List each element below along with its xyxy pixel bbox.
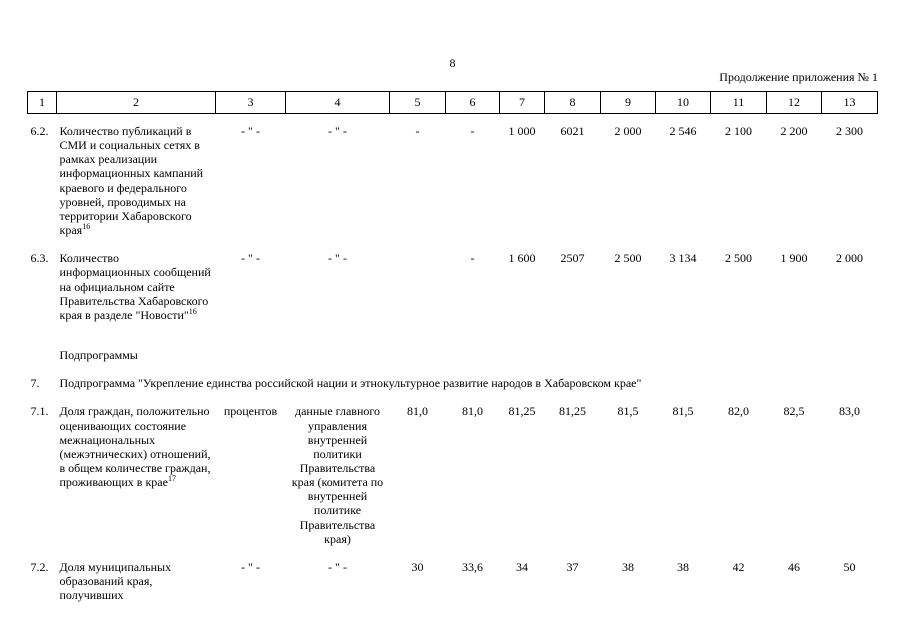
row-number-cell: 7. [30, 376, 40, 391]
subprograms-label: Подпрограммы [59, 348, 138, 363]
subprograms-section-row: Подпрограммы [28, 322, 878, 362]
column-header-10: 10 [655, 91, 711, 114]
subprogram-title-row: 7. Подпрограмма "Укрепление единства рос… [28, 362, 878, 390]
footnote-ref: 17 [167, 474, 176, 484]
value-cell: 2 000 [836, 251, 863, 266]
value-cell: 30 [411, 559, 424, 574]
value-cell: 83,0 [839, 404, 860, 419]
value-cell: 81,25 [508, 404, 536, 419]
table-header-row: 1 2 3 4 5 6 7 8 9 10 11 12 13 [27, 91, 878, 114]
column-header-12: 12 [766, 91, 822, 114]
row-number-cell: 6.2. [30, 124, 49, 138]
unit-cell: процентов [223, 404, 278, 419]
indicator-name-cell: Количество информационных сообщений на о… [57, 237, 216, 322]
column-header-3: 3 [215, 91, 286, 114]
value-cell: 1 900 [780, 251, 808, 266]
value-cell: 37 [566, 559, 579, 574]
unit-cell: - " - [241, 559, 260, 574]
value-cell: 50 [843, 559, 856, 574]
row-number-cell: 7.1. [30, 404, 49, 419]
value-cell: 38 [622, 559, 634, 574]
value-cell: 81,25 [559, 404, 586, 419]
column-header-11: 11 [710, 91, 767, 114]
value-cell: 34 [516, 559, 528, 574]
column-header-13: 13 [821, 91, 878, 114]
value-cell: 82,0 [728, 404, 749, 419]
column-header-1: 1 [27, 91, 57, 114]
value-cell: 42 [732, 559, 745, 574]
value-cell: 6021 [560, 124, 585, 138]
value-cell: 3 134 [669, 251, 697, 266]
value-cell: 1 000 [508, 124, 536, 138]
value-cell: 38 [677, 559, 689, 574]
empty-cell [28, 322, 57, 362]
column-header-7: 7 [499, 91, 545, 114]
value-cell: 2 546 [669, 124, 697, 138]
value-cell: 1 600 [508, 251, 536, 266]
value-cell: 2 500 [614, 251, 642, 266]
value-cell: 2507 [560, 251, 585, 266]
row-number-cell: 7.2. [30, 559, 49, 574]
column-header-5: 5 [389, 91, 446, 114]
page-number: 8 [449, 56, 456, 70]
value-cell: 46 [788, 559, 800, 574]
value-cell: 33,6 [462, 559, 483, 574]
value-cell: - [470, 124, 475, 138]
indicator-name-cell: Доля муниципальных образований края, пол… [57, 546, 216, 602]
appendix-continuation-label: Продолжение приложения № 1 [719, 70, 878, 84]
indicator-name-text: Количество информационных сообщений на о… [59, 251, 211, 322]
value-cell: 81,5 [672, 404, 694, 419]
indicators-table: 1 2 3 4 5 6 7 8 9 10 11 12 13 6.2. Колич… [27, 91, 878, 602]
source-cell: данные главного управления внутренней по… [291, 404, 384, 546]
source-cell: - " - [328, 251, 347, 266]
value-cell: 2 100 [725, 124, 752, 138]
value-cell: - [415, 124, 420, 138]
value-cell: 2 500 [725, 251, 752, 266]
column-header-8: 8 [544, 91, 601, 114]
table-row-6-3: 6.3. Количество информационных сообщений… [28, 237, 878, 322]
column-header-4: 4 [285, 91, 390, 114]
indicator-name-text: Доля муниципальных образований края, пол… [59, 559, 172, 603]
table-row-7-2: 7.2. Доля муниципальных образований края… [28, 546, 878, 602]
indicator-name-cell: Количество публикаций в СМИ и социальных… [57, 114, 216, 238]
row-number-cell: 6.3. [30, 251, 49, 266]
source-cell: - " - [328, 559, 347, 574]
value-cell: 81,5 [617, 404, 639, 419]
column-header-6: 6 [445, 91, 500, 114]
value-cell [390, 237, 446, 322]
value-cell: 2 200 [780, 124, 808, 138]
value-cell: 2 300 [836, 124, 863, 138]
footnote-ref: 16 [188, 306, 197, 316]
value-cell: 82,5 [783, 404, 805, 419]
indicator-name-text: Количество публикаций в СМИ и социальных… [59, 124, 204, 238]
indicator-name-text: Доля граждан, положительно оценивающих с… [59, 404, 211, 490]
table-row-6-2: 6.2. Количество публикаций в СМИ и социа… [28, 114, 878, 238]
unit-cell: - " - [241, 251, 260, 266]
value-cell: 81,0 [462, 404, 483, 419]
unit-cell: - " - [241, 124, 260, 138]
value-cell: 2 000 [614, 124, 642, 138]
value-cell: 81,0 [407, 404, 428, 419]
indicator-name-cell: Доля граждан, положительно оценивающих с… [57, 390, 216, 546]
column-header-2: 2 [56, 91, 216, 114]
column-header-9: 9 [600, 91, 656, 114]
source-cell: - " - [328, 124, 347, 138]
footnote-ref: 16 [82, 222, 91, 232]
subprogram-title: Подпрограмма "Укрепление единства россий… [59, 376, 642, 391]
table-row-7-1: 7.1. Доля граждан, положительно оцениваю… [28, 390, 878, 546]
value-cell: - [470, 251, 475, 266]
